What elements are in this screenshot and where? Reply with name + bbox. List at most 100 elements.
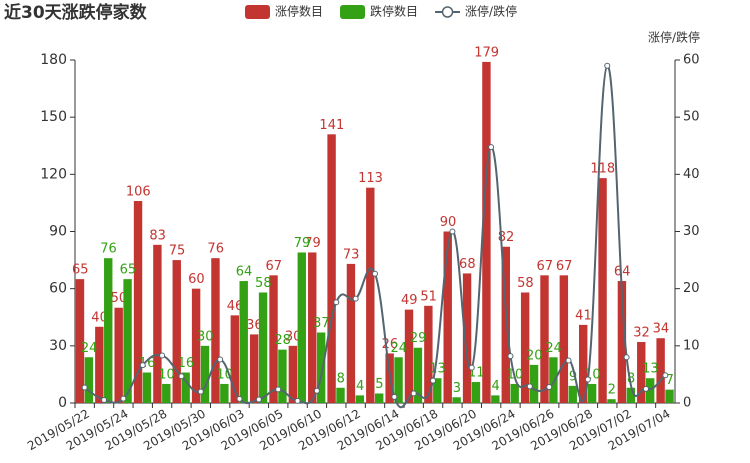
bar-label: 73: [343, 247, 360, 262]
bar-label: 30: [285, 329, 302, 344]
bar: [540, 275, 549, 403]
line-point: [120, 395, 127, 402]
legend-label: 跌停数目: [370, 4, 418, 19]
bar-label: 8: [337, 371, 345, 386]
y-tick-label: 90: [49, 224, 67, 240]
bar: [579, 324, 588, 403]
chart-title: 近30天涨跌停家数: [4, 2, 148, 23]
bar: [375, 393, 384, 403]
line-point: [197, 388, 204, 395]
line-point: [372, 270, 378, 277]
bar: [617, 281, 627, 403]
bar: [645, 378, 655, 403]
bar: [549, 357, 558, 403]
bar-label: 67: [266, 259, 283, 274]
bar-label: 68: [459, 257, 476, 272]
line-point: [352, 295, 359, 302]
bar: [366, 187, 375, 403]
bar: [200, 345, 210, 403]
bar: [568, 385, 577, 403]
bar: [220, 383, 229, 403]
y-tick-label: 150: [40, 109, 67, 125]
line-point: [410, 390, 417, 397]
bar-label: 8: [627, 371, 635, 386]
bar: [626, 387, 636, 403]
bar-label: 67: [556, 259, 573, 274]
bar: [665, 389, 674, 403]
line-point: [236, 395, 243, 402]
bar: [656, 338, 665, 403]
y-tick-label: 0: [58, 395, 67, 411]
line-point: [546, 384, 553, 391]
bar-label: 79: [294, 236, 311, 251]
bar-label: 90: [440, 215, 457, 230]
bar: [471, 382, 481, 403]
bar-label: 37: [313, 316, 330, 331]
bar: [181, 372, 190, 403]
bar-label: 76: [100, 242, 117, 257]
bar: [482, 61, 491, 404]
bar-label: 24: [391, 341, 408, 356]
line-point: [642, 385, 649, 392]
bar-label: 179: [474, 45, 499, 60]
bar: [452, 397, 461, 403]
bar: [529, 364, 539, 403]
legend-swatch: [441, 6, 454, 18]
bar: [104, 258, 113, 403]
bar-label: 10: [158, 367, 175, 382]
bar: [191, 288, 201, 403]
bar: [172, 260, 181, 403]
line-point: [178, 373, 185, 380]
legend-label: 涨停/跌停: [465, 4, 517, 19]
legend-swatch: [245, 5, 270, 19]
bar: [559, 275, 569, 403]
line-point: [294, 397, 301, 404]
y-tick-label: 60: [49, 281, 67, 297]
bar: [598, 178, 607, 403]
bar: [239, 281, 248, 403]
bar-label: 106: [126, 185, 151, 200]
line-point: [217, 356, 224, 363]
bar-label: 4: [491, 379, 499, 394]
line-point: [507, 353, 514, 360]
line-point: [468, 364, 475, 371]
y2-tick-label: 50: [683, 110, 700, 125]
y2-tick-label: 0: [683, 396, 691, 411]
y2-tick-label: 20: [683, 281, 700, 296]
ratio-line: [84, 64, 666, 409]
line-point: [623, 354, 630, 361]
bar: [230, 315, 240, 403]
y-tick-label: 180: [40, 52, 67, 68]
bar: [637, 342, 646, 403]
y-tick-label: 120: [40, 166, 67, 182]
bar: [258, 292, 268, 403]
line-point: [101, 396, 108, 403]
bar-label: 24: [545, 341, 562, 356]
bar-label: 29: [410, 331, 427, 346]
bar: [142, 372, 152, 403]
line-point: [662, 372, 669, 379]
bar-label: 64: [236, 265, 253, 280]
bar: [443, 231, 452, 403]
bar-label: 83: [149, 228, 166, 243]
bar: [462, 273, 472, 403]
bar: [162, 383, 171, 403]
bar-label: 67: [536, 259, 553, 274]
bar-label: 34: [653, 322, 670, 337]
bar-label: 2: [608, 383, 616, 398]
bar-label: 30: [197, 329, 214, 344]
bar-label: 9: [569, 369, 577, 384]
bar: [84, 357, 94, 403]
bar-label: 13: [642, 362, 659, 377]
bar: [114, 307, 123, 403]
bar: [133, 201, 143, 403]
bar-label: 4: [356, 379, 364, 394]
bar: [288, 345, 298, 403]
bar-label: 64: [614, 265, 631, 280]
bar-label: 113: [358, 171, 383, 186]
bar-label: 51: [420, 289, 437, 304]
bar: [123, 279, 132, 403]
line-point: [584, 376, 591, 383]
bar: [336, 387, 345, 403]
line-point: [604, 62, 611, 69]
